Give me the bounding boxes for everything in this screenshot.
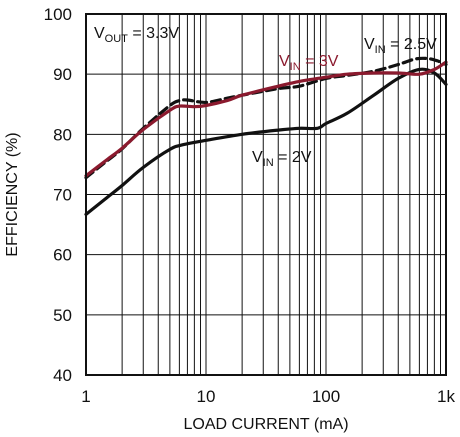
plot-frame <box>85 13 447 376</box>
series-line-vin-3v <box>84 60 448 178</box>
vin-2.5v-annotation-rest: = 2.5V <box>386 36 437 53</box>
x-tick-label: 10 <box>197 387 216 406</box>
y-tick-label: 50 <box>53 306 72 325</box>
series-line-vin-2v <box>84 67 448 216</box>
y-tick-label: 100 <box>44 5 72 24</box>
y-axis-title: EFFICIENCY (%) <box>4 132 21 256</box>
x-tick-label: 1k <box>437 387 455 406</box>
vin-3v-annotation-main: V <box>279 53 290 70</box>
vin-2v-annotation-main: V <box>252 149 263 166</box>
vin-3v-annotation: VIN = 3V <box>279 53 339 73</box>
vin-2.5v-annotation-sub: IN <box>375 44 386 56</box>
grid <box>86 14 446 375</box>
x-tick-label: 100 <box>312 387 340 406</box>
vin-2v-annotation-rest: = 2V <box>274 149 312 166</box>
y-tick-label: 90 <box>53 65 72 84</box>
vout-annotation-sub: OUT <box>105 33 129 45</box>
vin-3v-annotation-sub: IN <box>290 61 301 73</box>
vout-annotation: VOUT = 3.3V <box>94 25 179 45</box>
y-tick-label: 80 <box>53 125 72 144</box>
x-axis-title: LOAD CURRENT (mA) <box>183 416 348 433</box>
x-tick-label: 1 <box>81 387 90 406</box>
vin-2.5v-annotation: VIN = 2.5V <box>364 36 437 56</box>
vin-2v-annotation: VIN = 2V <box>252 149 312 169</box>
vin-2v-annotation-sub: IN <box>263 157 274 169</box>
annotations: VOUT = 3.3V VIN = 2.5V VIN = 3V VIN = 2V <box>94 25 437 169</box>
y-tick-label: 70 <box>53 186 72 205</box>
series-lines <box>84 56 448 216</box>
vin-3v-annotation-rest: = 3V <box>301 53 339 70</box>
vout-annotation-main: V <box>94 25 105 42</box>
y-tick-label: 40 <box>53 366 72 385</box>
y-tick-label: 60 <box>53 246 72 265</box>
vout-annotation-rest: = 3.3V <box>128 25 179 42</box>
vin-2.5v-annotation-main: V <box>364 36 375 53</box>
